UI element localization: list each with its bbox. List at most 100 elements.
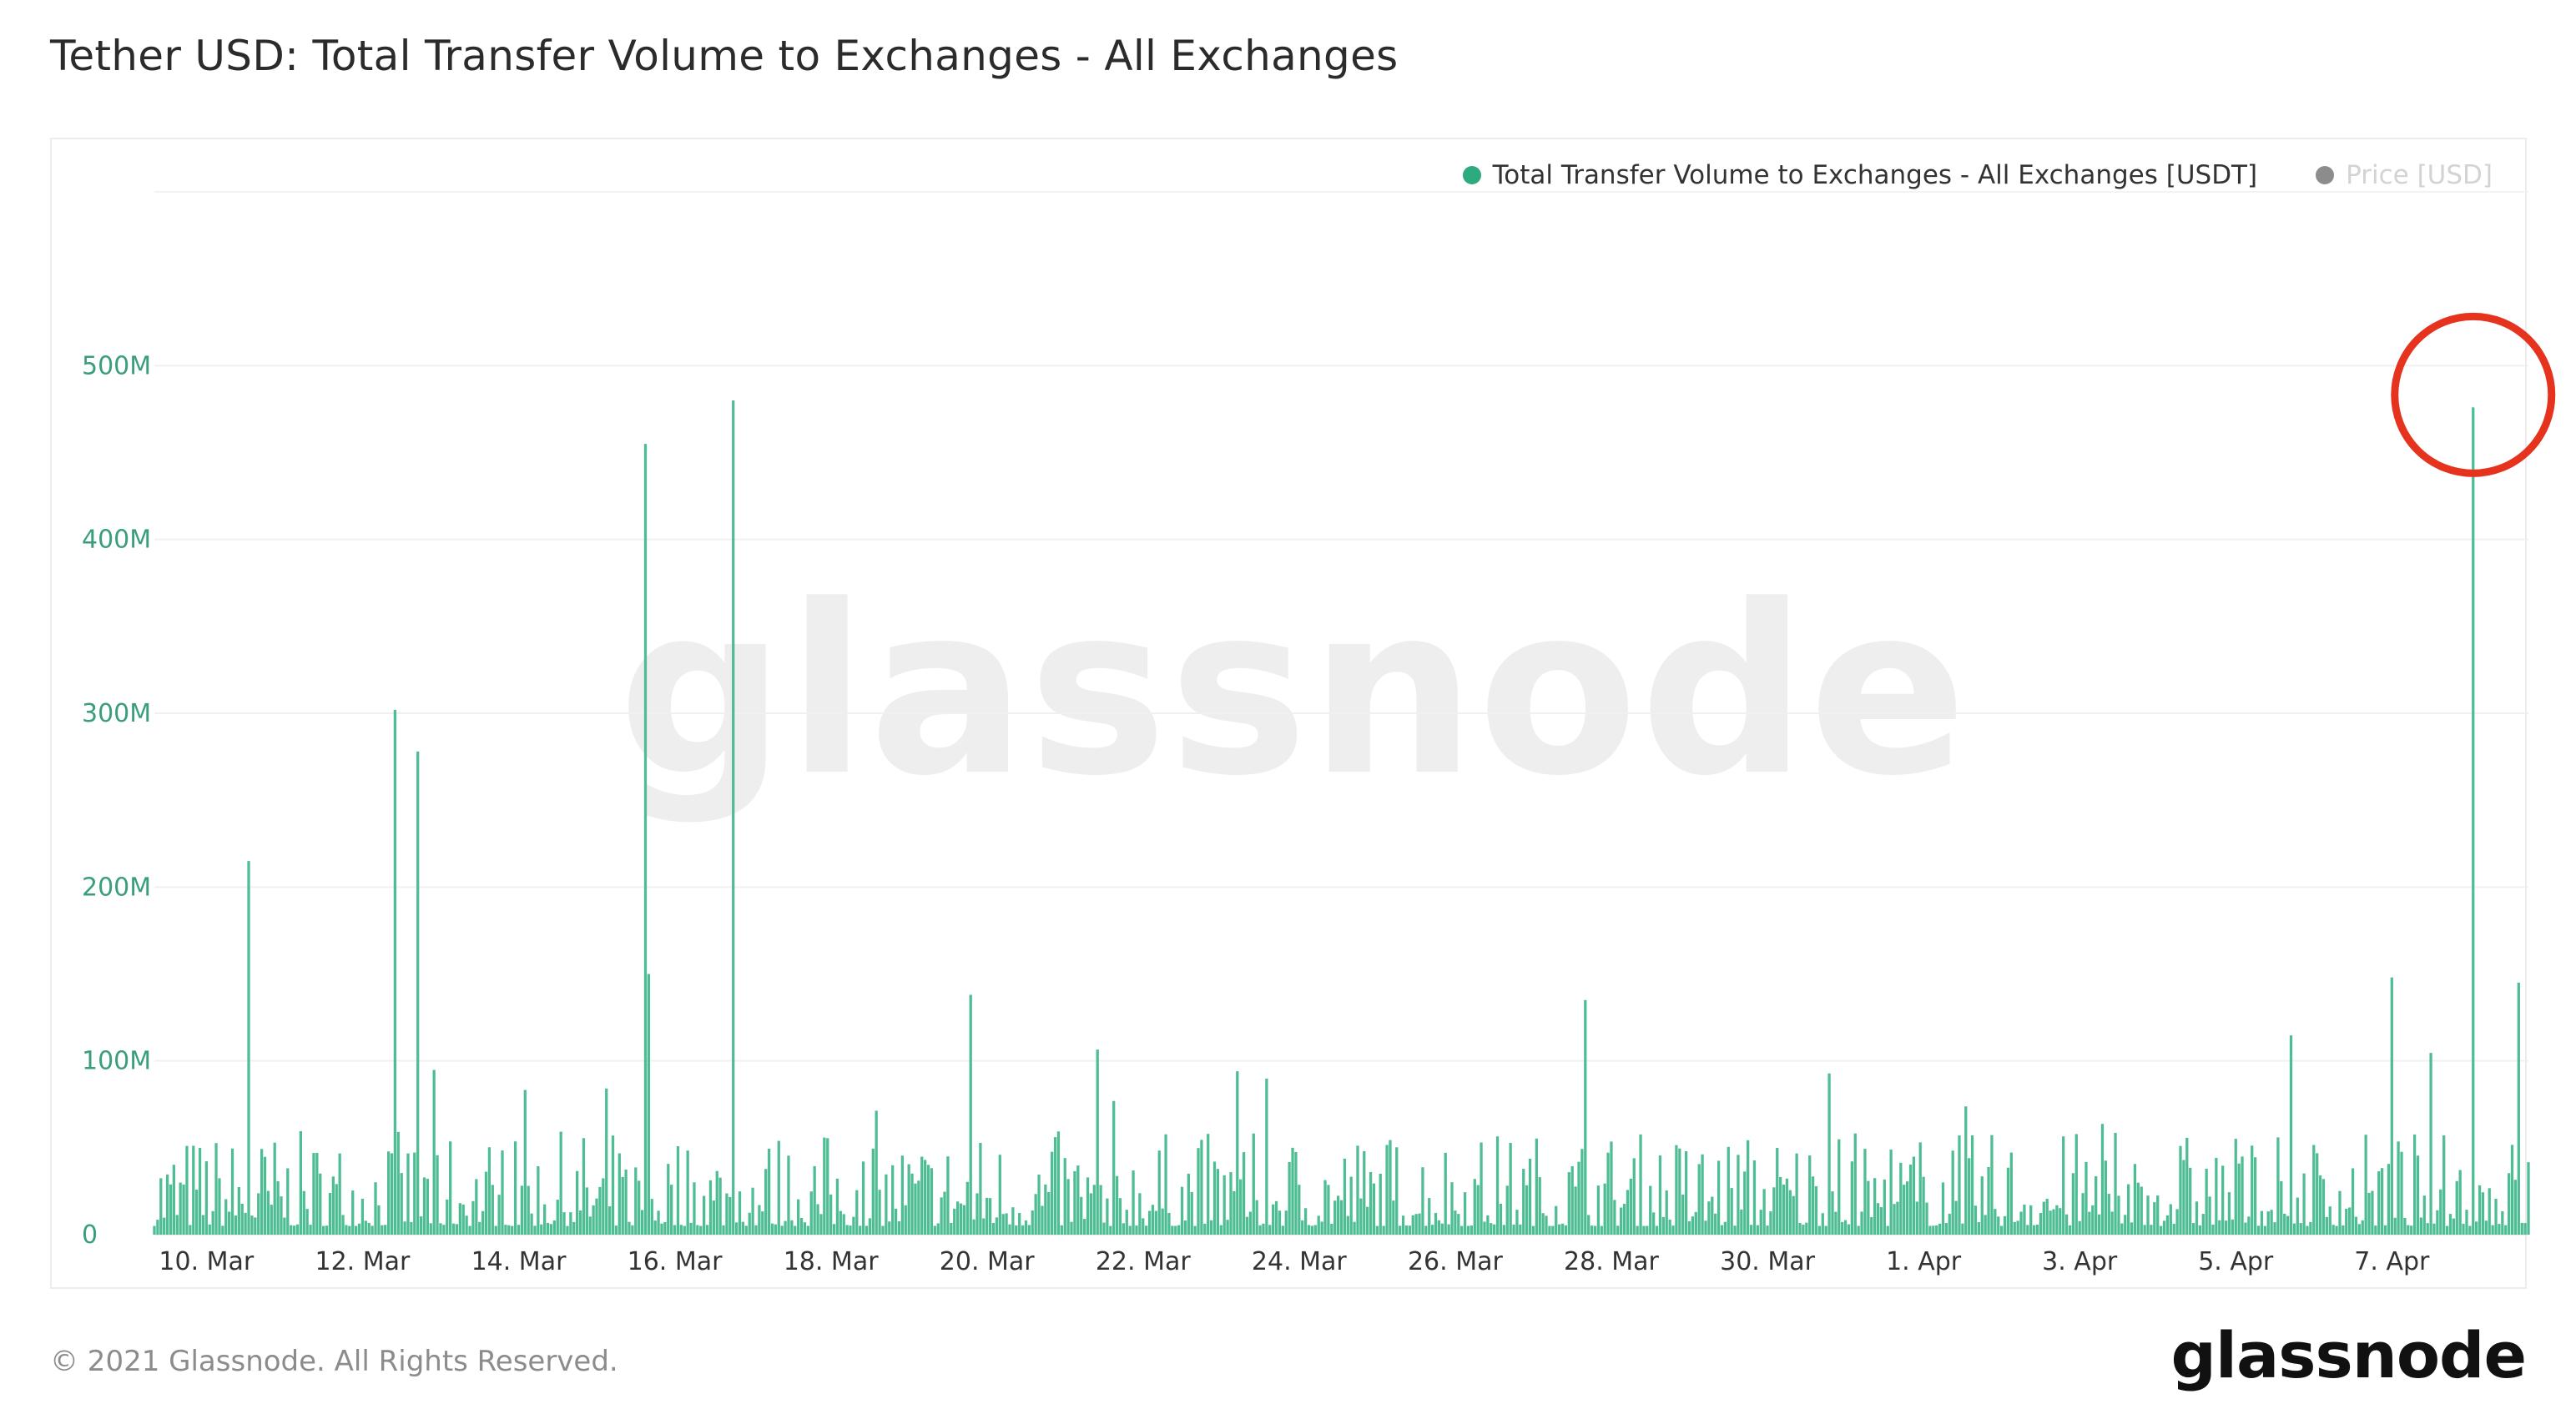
bar xyxy=(1447,1224,1450,1235)
bar xyxy=(1788,1190,1792,1235)
bar xyxy=(2136,1182,2140,1235)
bar xyxy=(393,709,397,1235)
x-tick-label: 24. Mar xyxy=(1252,1247,1348,1276)
bar xyxy=(1310,1225,1314,1235)
bar xyxy=(650,1199,653,1235)
bar xyxy=(1938,1223,1942,1235)
bar xyxy=(1281,1225,1284,1235)
bar xyxy=(1841,1221,1844,1235)
bar xyxy=(2211,1225,2215,1235)
bar xyxy=(917,1180,920,1235)
bar xyxy=(1229,1172,1233,1235)
legend-item-price[interactable]: Price [USD] xyxy=(2316,160,2493,190)
bar xyxy=(1987,1166,1990,1235)
bar xyxy=(1031,1210,1034,1235)
bar xyxy=(794,1225,797,1235)
bar xyxy=(2032,1225,2036,1235)
bar xyxy=(2432,1223,2436,1235)
bar xyxy=(2328,1206,2332,1235)
bar xyxy=(1307,1225,1311,1235)
x-tick-label: 5. Apr xyxy=(2198,1247,2274,1276)
legend-item-volume[interactable]: Total Transfer Volume to Exchanges - All… xyxy=(1462,160,2258,190)
bar xyxy=(201,1215,205,1235)
bar xyxy=(790,1220,794,1235)
bar xyxy=(1363,1150,1366,1235)
bar xyxy=(1128,1225,1132,1235)
bar xyxy=(1720,1225,1724,1235)
bar xyxy=(2318,1175,2322,1235)
bar xyxy=(1908,1164,1913,1235)
bar xyxy=(2241,1156,2244,1235)
bar xyxy=(286,1168,290,1235)
bar xyxy=(1658,1155,1662,1235)
bar xyxy=(2234,1139,2237,1235)
bar xyxy=(1557,1224,1561,1235)
bar xyxy=(2439,1189,2442,1235)
bar xyxy=(891,1165,895,1235)
bar xyxy=(527,1185,530,1235)
bar xyxy=(667,1164,670,1235)
legend-volume-label: Total Transfer Volume to Exchanges - All… xyxy=(1492,160,2258,190)
bar xyxy=(1209,1220,1213,1235)
bar xyxy=(2035,1224,2039,1235)
bar xyxy=(1118,1198,1122,1235)
bar xyxy=(2527,1162,2530,1235)
bar xyxy=(998,1155,1001,1235)
bar xyxy=(1984,1215,1987,1235)
bar xyxy=(744,1225,748,1235)
bar xyxy=(986,1197,989,1235)
footer-copyright: © 2021 Glassnode. All Rights Reserved. xyxy=(50,1345,618,1378)
bar xyxy=(159,1178,163,1235)
bar xyxy=(1769,1211,1772,1235)
bar xyxy=(1317,1215,1320,1235)
bar xyxy=(494,1225,497,1235)
bar xyxy=(578,1210,582,1235)
bar xyxy=(1053,1137,1057,1235)
bar xyxy=(1626,1190,1630,1235)
bar xyxy=(770,1223,774,1235)
bar xyxy=(1941,1182,1945,1235)
bar xyxy=(2260,1210,2264,1235)
bar xyxy=(2462,1223,2465,1235)
bar xyxy=(1171,1225,1174,1235)
bar xyxy=(1762,1189,1766,1235)
bar xyxy=(930,1168,934,1235)
bar xyxy=(2306,1225,2309,1235)
bar xyxy=(732,400,735,1235)
bar xyxy=(484,1171,488,1235)
bar xyxy=(1356,1145,1359,1235)
bar xyxy=(1843,1220,1848,1235)
bar xyxy=(1106,1198,1109,1235)
bar xyxy=(1954,1200,1958,1235)
bar xyxy=(1089,1193,1093,1235)
bar xyxy=(552,1220,556,1235)
bar xyxy=(900,1155,905,1235)
bar xyxy=(1226,1220,1229,1235)
bar xyxy=(2361,1220,2364,1235)
bar xyxy=(1642,1225,1646,1235)
bar xyxy=(309,1225,312,1235)
bar xyxy=(1242,1152,1246,1235)
bar xyxy=(1749,1225,1753,1235)
bar xyxy=(1102,1222,1106,1235)
bar xyxy=(1701,1154,1704,1235)
bar xyxy=(2475,1221,2478,1235)
bar xyxy=(875,1110,878,1235)
bar xyxy=(458,1203,461,1235)
bar xyxy=(2156,1195,2160,1235)
bar xyxy=(543,1204,547,1235)
bar xyxy=(367,1222,371,1235)
bar xyxy=(2153,1202,2156,1235)
bar xyxy=(1756,1225,1759,1235)
bar xyxy=(2175,1209,2179,1235)
bar xyxy=(1349,1176,1353,1235)
bar xyxy=(1122,1223,1126,1235)
bar xyxy=(2068,1225,2072,1235)
bar xyxy=(1346,1215,1349,1235)
bar xyxy=(1366,1206,1369,1235)
bar xyxy=(631,1225,634,1235)
x-tick-label: 30. Mar xyxy=(1720,1247,1816,1276)
bar xyxy=(449,1141,452,1235)
bar xyxy=(1564,1225,1568,1235)
bar xyxy=(865,1225,869,1235)
